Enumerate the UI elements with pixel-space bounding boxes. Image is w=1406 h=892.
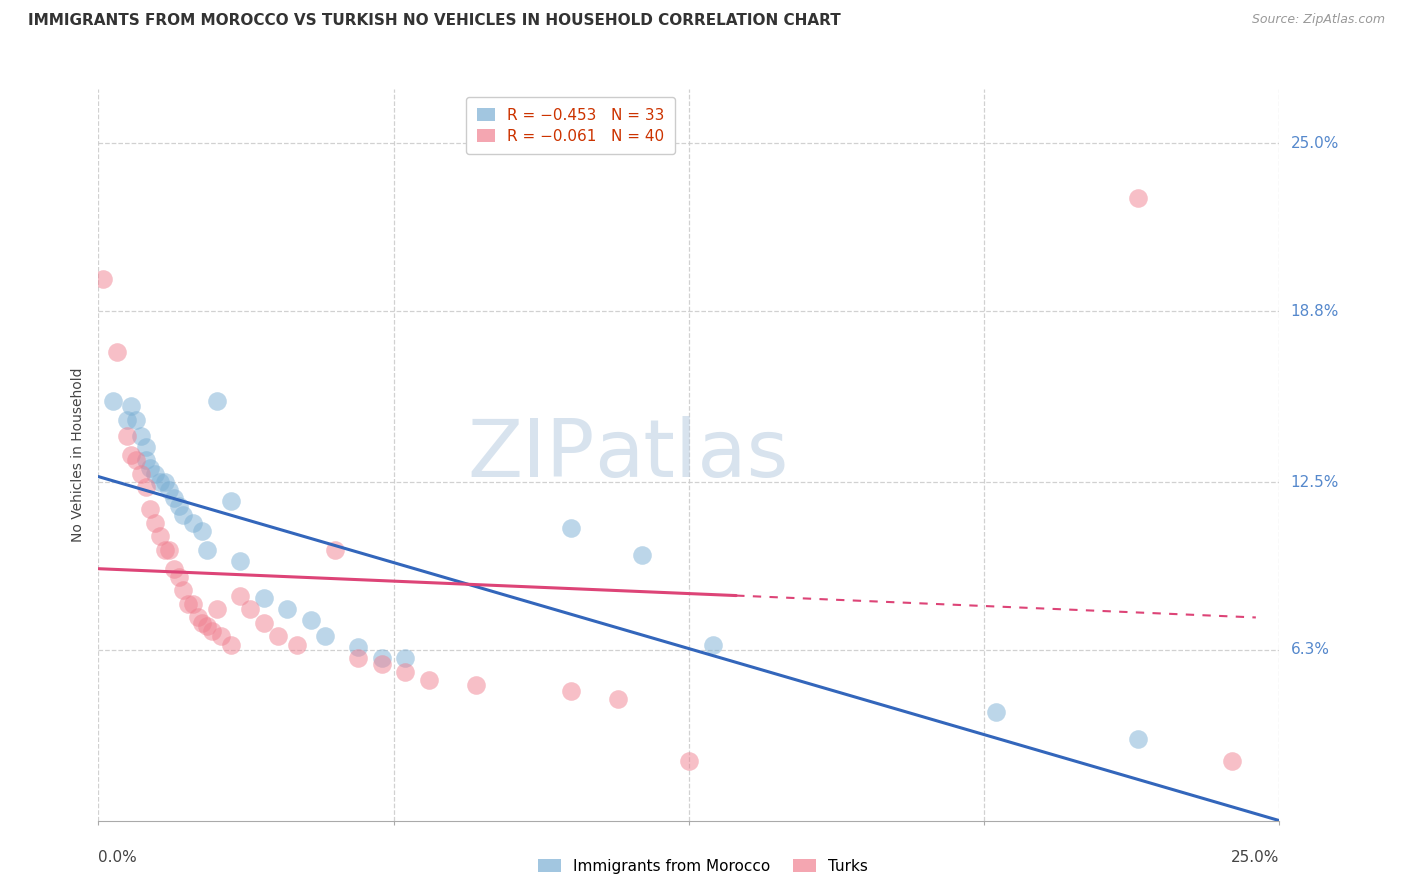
Point xyxy=(191,524,214,538)
Text: Source: ZipAtlas.com: Source: ZipAtlas.com xyxy=(1251,13,1385,27)
Point xyxy=(371,657,394,671)
Point xyxy=(115,413,138,427)
Point xyxy=(135,440,157,454)
Point xyxy=(172,508,194,522)
Point xyxy=(1126,732,1149,747)
Point xyxy=(201,624,224,638)
Legend: R = −0.453   N = 33, R = −0.061   N = 40: R = −0.453 N = 33, R = −0.061 N = 40 xyxy=(467,97,675,154)
Point xyxy=(219,494,242,508)
Point xyxy=(101,393,124,408)
Text: 6.3%: 6.3% xyxy=(1291,642,1330,657)
Point xyxy=(153,475,176,489)
Text: atlas: atlas xyxy=(595,416,789,494)
Text: 25.0%: 25.0% xyxy=(1291,136,1339,151)
Point xyxy=(323,542,346,557)
Point xyxy=(371,651,394,665)
Text: 18.8%: 18.8% xyxy=(1291,304,1339,318)
Point xyxy=(91,272,114,286)
Point xyxy=(172,583,194,598)
Point xyxy=(1126,190,1149,204)
Point xyxy=(195,618,218,632)
Point xyxy=(177,597,200,611)
Point xyxy=(121,448,143,462)
Point xyxy=(560,683,582,698)
Point xyxy=(181,597,204,611)
Text: 12.5%: 12.5% xyxy=(1291,475,1339,490)
Point xyxy=(143,516,166,530)
Point xyxy=(125,453,148,467)
Point xyxy=(984,706,1007,720)
Point xyxy=(187,610,209,624)
Point xyxy=(314,629,336,643)
Point xyxy=(149,475,172,489)
Point xyxy=(394,651,416,665)
Point xyxy=(394,665,416,679)
Legend: Immigrants from Morocco, Turks: Immigrants from Morocco, Turks xyxy=(531,853,875,880)
Text: 25.0%: 25.0% xyxy=(1232,850,1279,865)
Point xyxy=(209,629,232,643)
Point xyxy=(163,562,186,576)
Point xyxy=(149,529,172,543)
Point xyxy=(163,491,186,506)
Point xyxy=(105,345,128,359)
Point xyxy=(143,467,166,481)
Text: 0.0%: 0.0% xyxy=(98,850,138,865)
Point xyxy=(167,570,190,584)
Point xyxy=(115,429,138,443)
Point xyxy=(205,602,228,616)
Point xyxy=(276,602,298,616)
Point xyxy=(347,651,370,665)
Point xyxy=(560,521,582,535)
Point xyxy=(418,673,440,687)
Point xyxy=(229,553,252,567)
Point xyxy=(253,591,276,606)
Point xyxy=(607,691,630,706)
Point xyxy=(181,516,204,530)
Point xyxy=(229,589,252,603)
Point xyxy=(285,638,308,652)
Point xyxy=(702,638,724,652)
Point xyxy=(239,602,262,616)
Point xyxy=(465,678,488,692)
Point xyxy=(678,754,700,768)
Point xyxy=(299,613,322,627)
Point xyxy=(195,542,218,557)
Point xyxy=(153,542,176,557)
Point xyxy=(219,638,242,652)
Point xyxy=(139,461,162,475)
Point xyxy=(191,615,214,630)
Point xyxy=(205,393,228,408)
Text: IMMIGRANTS FROM MOROCCO VS TURKISH NO VEHICLES IN HOUSEHOLD CORRELATION CHART: IMMIGRANTS FROM MOROCCO VS TURKISH NO VE… xyxy=(28,13,841,29)
Point xyxy=(125,413,148,427)
Point xyxy=(253,615,276,630)
Point xyxy=(157,542,180,557)
Point xyxy=(129,429,152,443)
Point xyxy=(630,548,652,562)
Text: ZIP: ZIP xyxy=(467,416,595,494)
Point xyxy=(121,399,143,413)
Point xyxy=(129,467,152,481)
Point xyxy=(139,502,162,516)
Point xyxy=(1220,754,1243,768)
Point xyxy=(347,640,370,655)
Point xyxy=(167,500,190,514)
Point xyxy=(157,483,180,497)
Y-axis label: No Vehicles in Household: No Vehicles in Household xyxy=(72,368,86,542)
Point xyxy=(135,480,157,494)
Point xyxy=(135,453,157,467)
Point xyxy=(267,629,290,643)
